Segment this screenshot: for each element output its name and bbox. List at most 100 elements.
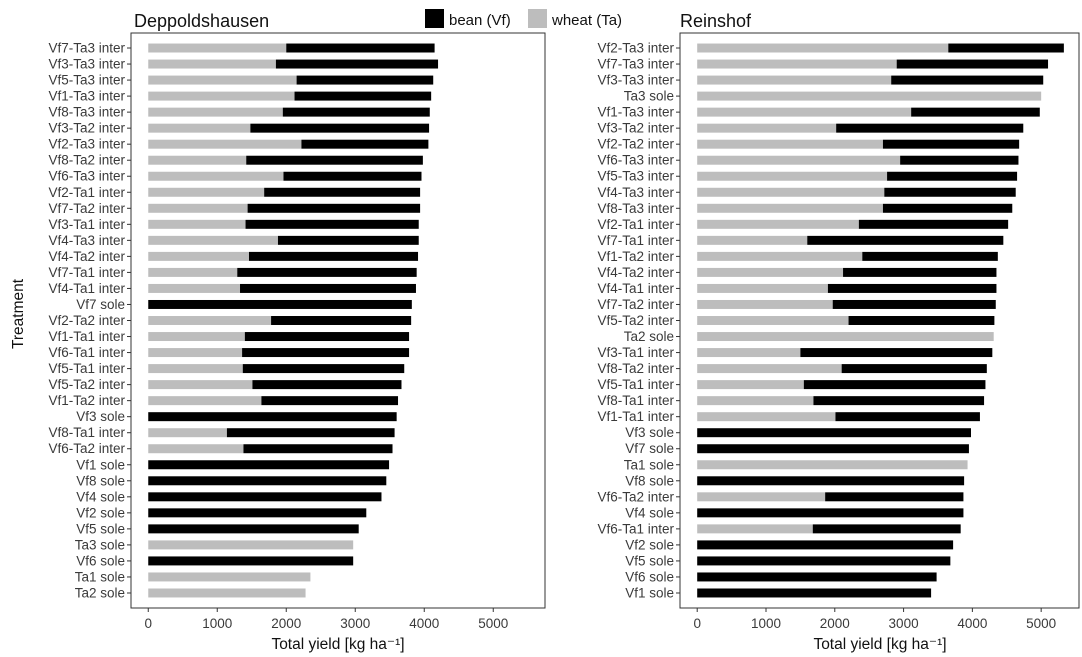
bar-segment-wheat	[148, 540, 354, 550]
y-tick-label: Vf1 sole	[625, 585, 674, 600]
bar-segment-bean	[835, 412, 980, 422]
bar-segment-bean	[148, 412, 397, 422]
bar-segment-bean	[697, 540, 954, 550]
bars	[697, 43, 1064, 598]
y-tick-label: Vf3-Ta3 inter	[48, 57, 125, 72]
bar-segment-wheat	[148, 332, 245, 342]
bar-segment-bean	[848, 316, 995, 325]
bar-segment-bean	[697, 556, 951, 566]
y-tick-label: Ta2 sole	[75, 585, 125, 600]
bar-segment-wheat	[697, 283, 828, 293]
x-tick-label: 5000	[478, 616, 508, 631]
x-tick-label: 2000	[271, 616, 301, 631]
y-tick-label: Vf4-Ta2 inter	[48, 249, 125, 264]
y-tick-label: Vf5 sole	[76, 521, 125, 536]
bar-segment-bean	[911, 107, 1040, 117]
bar-segment-wheat	[148, 139, 302, 149]
y-tick-label: Vf6 sole	[625, 569, 674, 584]
y-tick-label: Vf2 sole	[76, 505, 125, 520]
legend-label-wheat: wheat (Ta)	[551, 12, 622, 29]
y-tick-label: Vf7-Ta3 inter	[597, 57, 674, 72]
y-tick-label: Vf1-Ta2 inter	[48, 393, 125, 408]
y-tick-label: Vf6-Ta2 inter	[597, 489, 674, 504]
y-tick-label: Vf7-Ta2 inter	[48, 201, 125, 216]
y-tick-label: Vf1-Ta3 inter	[48, 89, 125, 104]
bar-segment-wheat	[697, 524, 813, 534]
y-tick-label: Vf1-Ta2 inter	[597, 249, 674, 264]
x-tick-label: 5000	[1026, 616, 1056, 631]
y-tick-label: Vf2-Ta3 inter	[597, 41, 674, 56]
bar-segment-bean	[697, 444, 969, 454]
bar-segment-bean	[243, 444, 393, 454]
bar-segment-wheat	[697, 332, 994, 342]
x-tick-label: 3000	[889, 616, 919, 631]
bar-segment-wheat	[148, 235, 278, 245]
bar-segment-wheat	[148, 107, 283, 117]
bar-segment-bean	[271, 316, 412, 325]
bar-segment-bean	[887, 171, 1018, 181]
bar-segment-wheat	[148, 572, 311, 582]
bar-segment-bean	[148, 460, 390, 470]
x-tick-label: 1000	[751, 616, 781, 631]
bar-segment-wheat	[697, 251, 863, 261]
y-tick-label: Vf2 sole	[625, 537, 674, 552]
y-tick-label: Vf8-Ta2 inter	[48, 153, 125, 168]
bar-segment-wheat	[148, 316, 272, 325]
x-tick-label: 1000	[202, 616, 232, 631]
y-tick-label: Vf4-Ta1 inter	[48, 281, 125, 296]
y-tick-label: Ta2 sole	[624, 329, 674, 344]
bar-segment-bean	[900, 155, 1019, 165]
bar-segment-bean	[148, 476, 387, 486]
x-tick-label: 2000	[820, 616, 850, 631]
y-tick-label: Vf7-Ta1 inter	[48, 265, 125, 280]
bar-segment-bean	[250, 123, 430, 133]
x-axis-title: Total yield [kg ha⁻¹]	[813, 636, 946, 653]
bar-segment-wheat	[148, 380, 253, 390]
bar-segment-bean	[286, 43, 435, 53]
y-axis-title: Treatment	[10, 278, 27, 349]
bar-segment-wheat	[697, 155, 901, 165]
bar-segment-wheat	[697, 91, 1042, 101]
bar-segment-wheat	[148, 203, 248, 213]
bar-segment-bean	[896, 59, 1049, 69]
bar-segment-wheat	[148, 75, 297, 85]
bar-segment-bean	[803, 380, 986, 390]
y-tick-label: Vf4 sole	[76, 489, 125, 504]
bar-segment-wheat	[148, 444, 244, 454]
y-tick-label: Vf8-Ta3 inter	[597, 201, 674, 216]
bar-segment-wheat	[148, 43, 287, 53]
y-tick-label: Vf3 sole	[76, 409, 125, 424]
y-tick-label: Vf7 sole	[76, 297, 125, 312]
x-axis-title: Total yield [kg ha⁻¹]	[271, 636, 404, 653]
y-tick-label: Vf4 sole	[625, 505, 674, 520]
bar-segment-wheat	[697, 492, 826, 502]
bar-segment-bean	[843, 267, 997, 277]
y-tick-label: Vf3-Ta1 inter	[597, 345, 674, 360]
bar-segment-bean	[294, 91, 432, 101]
bar-segment-bean	[252, 380, 402, 390]
bar-segment-wheat	[697, 348, 801, 358]
y-tick-label: Vf8-Ta2 inter	[597, 361, 674, 376]
y-tick-label: Vf2-Ta2 inter	[597, 137, 674, 152]
bar-segment-wheat	[148, 187, 265, 197]
bar-segment-wheat	[697, 107, 912, 117]
bar-segment-wheat	[697, 235, 808, 245]
bar-segment-bean	[948, 43, 1064, 53]
bar-segment-wheat	[697, 75, 892, 85]
y-tick-label: Vf6-Ta1 inter	[597, 521, 674, 536]
y-tick-label: Vf3-Ta2 inter	[597, 121, 674, 136]
bar-segment-wheat	[148, 171, 284, 181]
legend-label-bean: bean (Vf)	[449, 12, 511, 29]
y-tick-label: Vf5-Ta3 inter	[48, 73, 125, 88]
bar-segment-wheat	[148, 283, 241, 293]
x-tick-label: 4000	[957, 616, 987, 631]
x-tick-labels: 0 1000 2000 3000 4000 5000	[144, 608, 508, 631]
x-tick-label: 3000	[340, 616, 370, 631]
bar-segment-bean	[261, 396, 399, 406]
bar-segment-bean	[858, 219, 1009, 229]
y-tick-label: Vf3-Ta1 inter	[48, 217, 125, 232]
bar-segment-bean	[282, 107, 430, 117]
